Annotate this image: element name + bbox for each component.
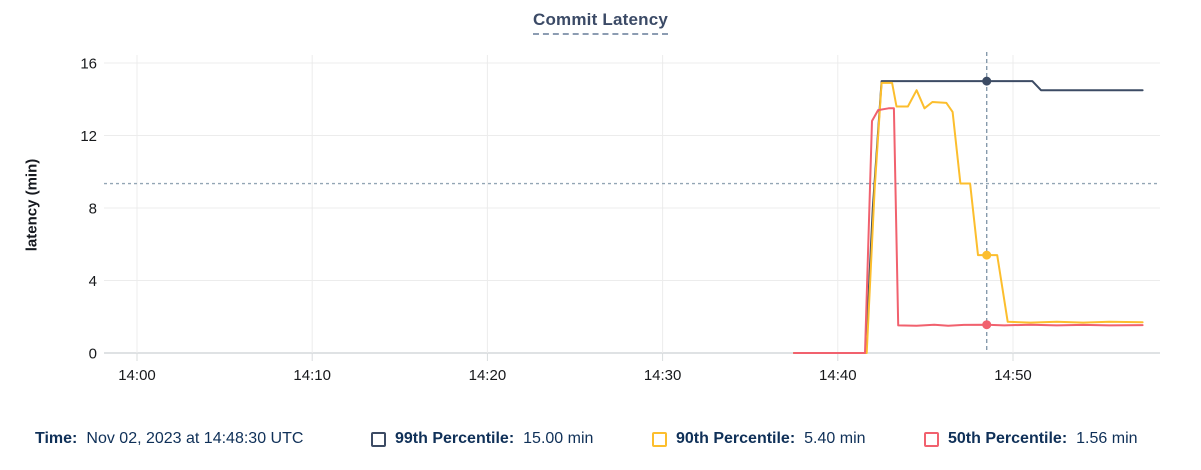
time-label: Time: <box>35 430 78 447</box>
y-tick-label: 12 <box>80 128 97 145</box>
p50-swatch-icon <box>924 431 939 447</box>
p50-label: 50th Percentile: <box>948 430 1068 447</box>
legend-item-p90[interactable]: 90th Percentile: 5.40 min <box>652 424 866 454</box>
p90-swatch-icon <box>652 431 667 447</box>
p99-series-line[interactable] <box>793 80 1144 354</box>
p99-value: 15.00 min <box>523 430 594 447</box>
cursor-readout-bar: Time: Nov 02, 2023 at 14:48:30 UTC 99th … <box>0 424 1201 456</box>
y-tick-label: 0 <box>89 346 97 363</box>
chart-title-wrap: Commit Latency <box>0 10 1201 35</box>
p50-series-line[interactable] <box>793 107 1144 354</box>
p99-label: 99th Percentile: <box>395 430 515 447</box>
time-value: Nov 02, 2023 at 14:48:30 UTC <box>86 430 304 447</box>
p90-cursor-dot[interactable] <box>982 250 992 260</box>
latency-chart-plot[interactable]: 0 4 8 12 16 14:00 14:10 14:20 14:30 14:40 14:50 <box>0 0 1201 402</box>
y-tick-label: 8 <box>89 201 97 218</box>
x-tick-label: 14:50 <box>994 367 1032 384</box>
cursor-time-readout: Time: Nov 02, 2023 at 14:48:30 UTC <box>35 424 303 454</box>
x-tick-label: 14:00 <box>118 367 156 384</box>
p90-value: 5.40 min <box>804 430 866 447</box>
p50-cursor-dot[interactable] <box>982 320 992 330</box>
x-tick-label: 14:10 <box>293 367 331 384</box>
x-tick-label: 14:20 <box>469 367 507 384</box>
y-tick-label: 4 <box>89 273 97 290</box>
legend-item-p50[interactable]: 50th Percentile: 1.56 min <box>924 424 1138 454</box>
p50-value: 1.56 min <box>1076 430 1138 447</box>
x-tick-label: 14:30 <box>644 367 682 384</box>
p99-cursor-dot[interactable] <box>982 76 992 86</box>
p90-label: 90th Percentile: <box>676 430 796 447</box>
x-tick-label: 14:40 <box>819 367 857 384</box>
p99-swatch-icon <box>371 431 386 447</box>
legend-item-p99[interactable]: 99th Percentile: 15.00 min <box>371 424 593 454</box>
y-tick-label: 16 <box>80 56 97 73</box>
chart-title[interactable]: Commit Latency <box>532 10 669 35</box>
p90-series-line[interactable] <box>793 81 1144 354</box>
